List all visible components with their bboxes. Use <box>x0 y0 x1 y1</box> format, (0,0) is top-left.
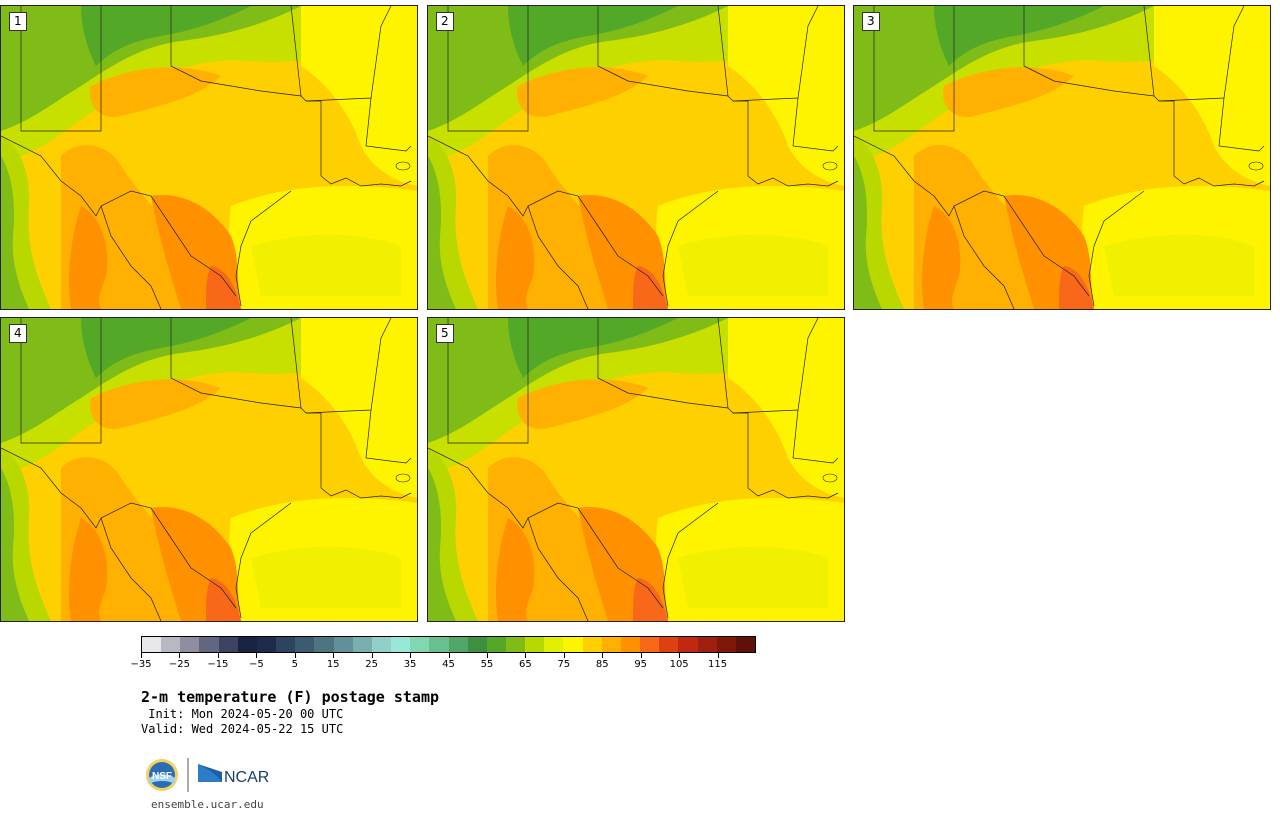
colorbar-swatch <box>505 637 526 652</box>
init-time: Init: Mon 2024-05-20 00 UTC <box>141 707 344 721</box>
colorbar-swatch <box>697 637 717 652</box>
colorbar-tick <box>217 653 219 658</box>
nsf-logo-text: NSF <box>152 771 172 782</box>
colorbar-swatch <box>371 637 392 652</box>
colorbar-tick <box>410 653 412 658</box>
panel-number-4: 4 <box>9 324 27 343</box>
colorbar-swatch <box>525 637 545 652</box>
colorbar-tick <box>333 653 335 658</box>
colorbar-tick <box>563 653 565 658</box>
colorbar-tick-label: 5 <box>291 659 298 670</box>
panel-number-1: 1 <box>9 12 27 31</box>
temperature-map-3 <box>854 6 1270 309</box>
colorbar-tick <box>486 653 488 658</box>
colorbar-tick <box>602 653 604 658</box>
colorbar-swatch <box>256 637 277 652</box>
ensemble-member-panel-1: 1 <box>0 5 418 310</box>
colorbar-tick <box>141 653 142 658</box>
colorbar-swatch <box>735 637 755 652</box>
colorbar-tick-label: 65 <box>519 659 532 670</box>
colorbar-swatch <box>429 637 449 652</box>
colorbar-tick <box>179 653 181 658</box>
colorbar-tick <box>256 653 258 658</box>
colorbar-swatch <box>544 637 564 652</box>
colorbar-swatch <box>659 637 679 652</box>
footer-url: ensemble.ucar.edu <box>151 798 264 811</box>
temperature-colorbar <box>141 636 756 653</box>
colorbar-swatch <box>237 637 257 652</box>
colorbar-tick-label: −25 <box>168 659 190 670</box>
logos: NSF NCAR <box>144 756 274 796</box>
ensemble-member-panel-3: 3 <box>853 5 1271 310</box>
panel-number-2: 2 <box>436 12 454 31</box>
colorbar-swatch <box>142 637 162 652</box>
colorbar-swatch <box>640 637 660 652</box>
colorbar-swatch <box>333 637 353 652</box>
colorbar-tick-label: 25 <box>365 659 378 670</box>
colorbar-tick <box>717 653 719 658</box>
colorbar-tick <box>679 653 681 658</box>
colorbar-swatch <box>716 637 736 652</box>
colorbar-swatch <box>620 637 641 652</box>
ncar-logo-icon: NCAR <box>198 764 269 786</box>
colorbar-tick-label: 15 <box>326 659 340 670</box>
plot-title: 2-m temperature (F) postage stamp <box>141 688 440 706</box>
colorbar-swatch <box>563 637 583 652</box>
colorbar-swatch <box>391 637 411 652</box>
temperature-map-1 <box>1 6 417 309</box>
colorbar-swatch <box>161 637 181 652</box>
nsf-logo-icon: NSF <box>146 759 178 791</box>
colorbar-tick-label: −5 <box>248 659 264 670</box>
colorbar-tick-label: 105 <box>669 659 689 670</box>
ensemble-member-panel-5: 5 <box>427 317 845 622</box>
colorbar-tick-label: 115 <box>708 659 728 670</box>
colorbar-tick-label: 55 <box>480 659 494 670</box>
panel-number-5: 5 <box>436 324 454 343</box>
ncar-logo-text: NCAR <box>224 769 269 786</box>
colorbar-tick-label: 45 <box>442 659 455 670</box>
colorbar-tick <box>640 653 642 658</box>
temperature-map-2 <box>428 6 844 309</box>
colorbar-swatch <box>276 637 296 652</box>
colorbar-ticks: −35 −25 −15 −5 5 15 25 35 45 55 65 75 85 95 105 115 <box>130 653 756 673</box>
colorbar-swatch <box>410 637 430 652</box>
colorbar-swatch <box>199 637 219 652</box>
colorbar-tick-label: 95 <box>634 659 648 670</box>
colorbar-swatch <box>314 637 334 652</box>
colorbar-swatch <box>582 637 602 652</box>
colorbar-tick-label: 35 <box>403 659 417 670</box>
colorbar-tick <box>371 653 373 658</box>
colorbar-swatch <box>180 637 200 652</box>
colorbar-tick-label: 75 <box>557 659 571 670</box>
colorbar-swatch <box>678 637 698 652</box>
colorbar-swatch <box>352 637 372 652</box>
ensemble-member-panel-4: 4 <box>0 317 418 622</box>
colorbar-tick <box>294 653 296 658</box>
temperature-map-5 <box>428 318 844 621</box>
colorbar-swatch <box>601 637 621 652</box>
temperature-map-4 <box>1 318 417 621</box>
colorbar-swatch <box>295 637 315 652</box>
colorbar-swatch <box>448 637 468 652</box>
colorbar-tick <box>448 653 450 658</box>
valid-time: Valid: Wed 2024-05-22 15 UTC <box>141 722 344 736</box>
colorbar-tick <box>525 653 527 658</box>
colorbar-tick-label: −35 <box>130 659 152 670</box>
panel-number-3: 3 <box>862 12 880 31</box>
colorbar-swatch <box>486 637 506 652</box>
colorbar-tick-label: 85 <box>595 659 609 670</box>
colorbar-swatch <box>218 637 238 652</box>
colorbar-tick-label: −15 <box>207 659 229 670</box>
ensemble-member-panel-2: 2 <box>427 5 845 310</box>
colorbar-swatch <box>467 637 487 652</box>
